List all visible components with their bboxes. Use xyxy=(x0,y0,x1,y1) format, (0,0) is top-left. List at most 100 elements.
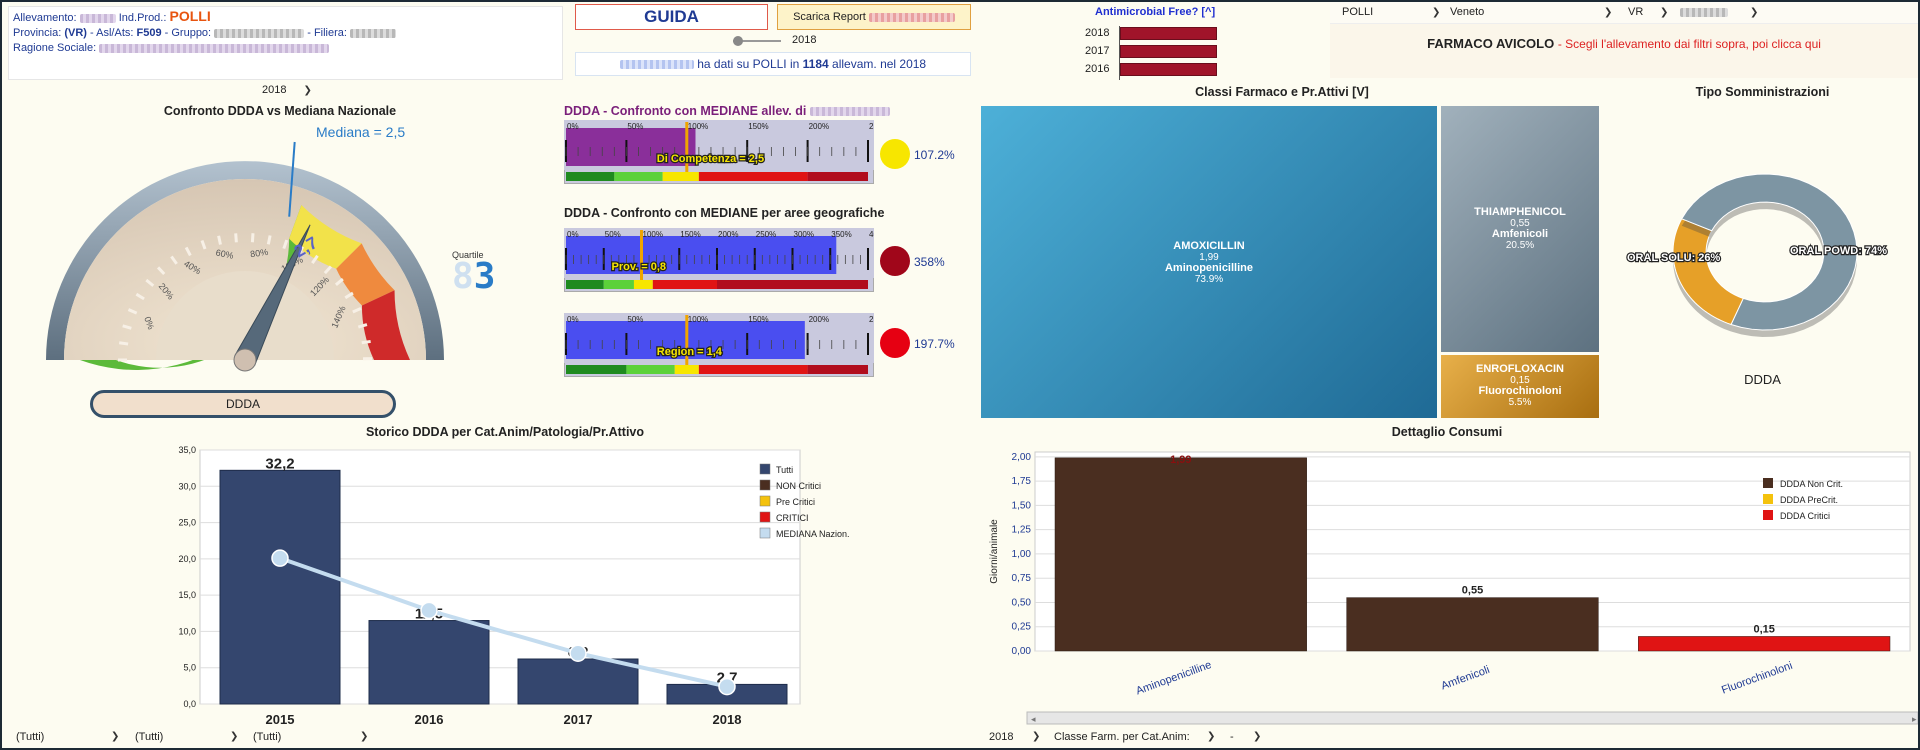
guida-button[interactable]: GUIDA xyxy=(575,4,768,30)
consumi-y-label: Giorni/animale xyxy=(989,519,1000,584)
competenza-status-dot xyxy=(880,139,910,169)
bullet-tick-label: 200% xyxy=(809,122,829,131)
amf-bar-2017[interactable] xyxy=(1120,45,1217,58)
bullet-zone xyxy=(566,365,627,374)
history-legend-swatch xyxy=(759,479,771,491)
region-status-dot xyxy=(880,328,910,358)
bullet-tick-label: 0% xyxy=(567,230,579,239)
consumi-bar-label: 0,55 xyxy=(1462,585,1483,597)
region-percent: 197.7% xyxy=(914,337,955,351)
thiam-pct: 20.5% xyxy=(1505,240,1535,251)
scarica-label: Scarica Report xyxy=(793,11,866,23)
antimicrobial-years: 2018 2017 2016 xyxy=(1085,24,1220,80)
bullet-tick-label: 350% xyxy=(831,230,851,239)
redacted-gruppo xyxy=(214,28,305,38)
filiera-label: - Filiera: xyxy=(307,27,347,39)
consumi-y-tick: 0,25 xyxy=(1012,622,1032,633)
gauge-tick xyxy=(200,240,207,250)
filter-vr[interactable]: VR xyxy=(1628,6,1644,18)
chevron-right-icon[interactable]: ❯ xyxy=(1253,731,1262,742)
year-value: 2018 xyxy=(262,84,287,96)
history-y-tick: 0,0 xyxy=(183,699,196,709)
amf-bar-2018[interactable] xyxy=(1120,27,1217,40)
donut-label-solu: ORAL SOLU: 26% xyxy=(1627,252,1721,264)
bullet-zone xyxy=(662,172,699,181)
gauge-band-red xyxy=(361,290,410,360)
consumi-legend-swatch xyxy=(1763,510,1773,520)
footer-filter-1[interactable]: (Tutti) xyxy=(16,731,45,743)
thiam-name: THIAMPHENICOL xyxy=(1474,206,1566,218)
gauge-tick xyxy=(122,324,132,330)
bullet-tick-label: 200% xyxy=(809,315,829,324)
scroll-right-icon: ▸ xyxy=(1912,715,1917,725)
footer-classe-value[interactable]: - xyxy=(1230,731,1234,743)
footer-filter-3[interactable]: (Tutti) xyxy=(253,731,282,743)
bullet-zone xyxy=(614,172,663,181)
chevron-right-icon[interactable]: ❯ xyxy=(230,731,239,742)
filter-veneto[interactable]: Veneto xyxy=(1450,6,1485,18)
chevron-right-icon[interactable]: ❯ xyxy=(111,731,120,742)
redacted-allevamento xyxy=(79,13,116,23)
consumi-legend-label: DDDA PreCrit. xyxy=(1780,495,1838,505)
footer-year[interactable]: 2018 xyxy=(989,731,1014,743)
consumi-y-tick: 1,25 xyxy=(1012,525,1032,536)
chevron-right-icon[interactable]: ❯ xyxy=(1604,7,1613,18)
gauge-title: Confronto DDDA vs Mediana Nazionale xyxy=(163,104,397,118)
farmaco-avicolo-link[interactable]: FARMACO AVICOLO - Scegli l'allevamento d… xyxy=(1330,36,1918,51)
donut-label-powd: ORAL POWD: 74% xyxy=(1790,245,1887,257)
bullet-value-bar xyxy=(566,236,837,274)
year-slider[interactable] xyxy=(733,34,783,48)
donut-slice-powd xyxy=(1681,173,1858,331)
footer-filter-2[interactable]: (Tutti) xyxy=(135,731,164,743)
chevron-right-icon[interactable]: ❯ xyxy=(360,731,369,742)
history-median-point xyxy=(271,549,289,567)
redacted-ragione xyxy=(99,43,330,53)
gauge-needle xyxy=(233,224,311,372)
filter-row: POLLI ❯ Veneto ❯ VR ❯ ❯ xyxy=(1330,2,1918,24)
scarica-report-button[interactable]: Scarica Report xyxy=(777,4,971,30)
gauge-tick xyxy=(323,265,333,275)
year-selector[interactable]: 2018 ❯ xyxy=(262,84,312,96)
gauge-tick xyxy=(311,254,319,264)
bullet-zone xyxy=(698,172,808,181)
farmaco-hint: - Scegli l'allevamento dai filtri sopra,… xyxy=(1557,37,1821,51)
geo-title: DDDA - Confronto con MEDIANE per aree ge… xyxy=(564,206,885,220)
chevron-right-icon[interactable]: ❯ xyxy=(1032,731,1041,742)
history-median-point xyxy=(420,601,438,620)
amf-year-2017: 2017 xyxy=(1085,45,1110,57)
bullet-marker xyxy=(685,122,689,174)
chevron-right-icon[interactable]: ❯ xyxy=(303,85,312,96)
chevron-right-icon[interactable]: ❯ xyxy=(1750,7,1759,18)
competenza-percent: 107.2% xyxy=(914,148,955,162)
donut-chart: ORAL SOLU: 26% ORAL POWD: 74% xyxy=(1626,173,1888,337)
chevron-right-icon[interactable]: ❯ xyxy=(1207,731,1216,742)
bullet-tick-label: 100% xyxy=(643,230,663,239)
bullet-svg: 0% 50% 100% 150% 200% 250% Region = 1,4 xyxy=(564,313,874,374)
gauge-tick xyxy=(361,339,371,345)
bullet-tick-label: 150% xyxy=(680,230,700,239)
bullet-marker-label: Di Competenza = 2,5 xyxy=(657,153,764,165)
bullet-tick-label: 50% xyxy=(627,122,643,131)
treemap-cell-amoxicillin[interactable]: AMOXICILLIN 1,99 Aminopenicilline 73.9% xyxy=(981,106,1437,418)
bullet-tick-label: 200% xyxy=(718,230,738,239)
bullet-tick-label: 150% xyxy=(748,315,768,324)
info-bar: ha dati su POLLI in 1184 allevam. nel 20… xyxy=(575,52,971,76)
chevron-right-icon[interactable]: ❯ xyxy=(1660,7,1669,18)
consumi-legend-label: DDDA Non Crit. xyxy=(1780,479,1843,489)
treemap-title[interactable]: Classi Farmaco e Pr.Attivi [V] xyxy=(1195,85,1369,99)
gauge-tick xyxy=(357,323,368,329)
history-legend-swatch xyxy=(759,463,771,475)
history-x-tick: 2018 xyxy=(713,712,742,727)
treemap-cell-thiamphenicol[interactable]: THIAMPHENICOL 0,55 Amfenicoli 20.5% xyxy=(1441,106,1599,352)
antimicrobial-free-title[interactable]: Antimicrobial Free? [^] xyxy=(1095,6,1216,18)
gauge-tick xyxy=(184,246,192,257)
gauge-tick xyxy=(266,235,272,245)
filter-polli[interactable]: POLLI xyxy=(1342,6,1374,18)
amf-bar-2016[interactable] xyxy=(1120,63,1217,76)
consumi-bar xyxy=(1346,597,1599,652)
redacted-filiera xyxy=(350,28,397,38)
bullet-provincia: 0% 50% 100% 150% 200% 250% 300% 350% 400% Prov. =… xyxy=(564,228,874,292)
treemap-cell-enrofloxacin[interactable]: ENROFLOXACIN 0,15 Fluorochinoloni 5.5% xyxy=(1441,355,1599,418)
gauge-tick xyxy=(234,233,238,243)
chevron-right-icon[interactable]: ❯ xyxy=(1432,7,1441,18)
